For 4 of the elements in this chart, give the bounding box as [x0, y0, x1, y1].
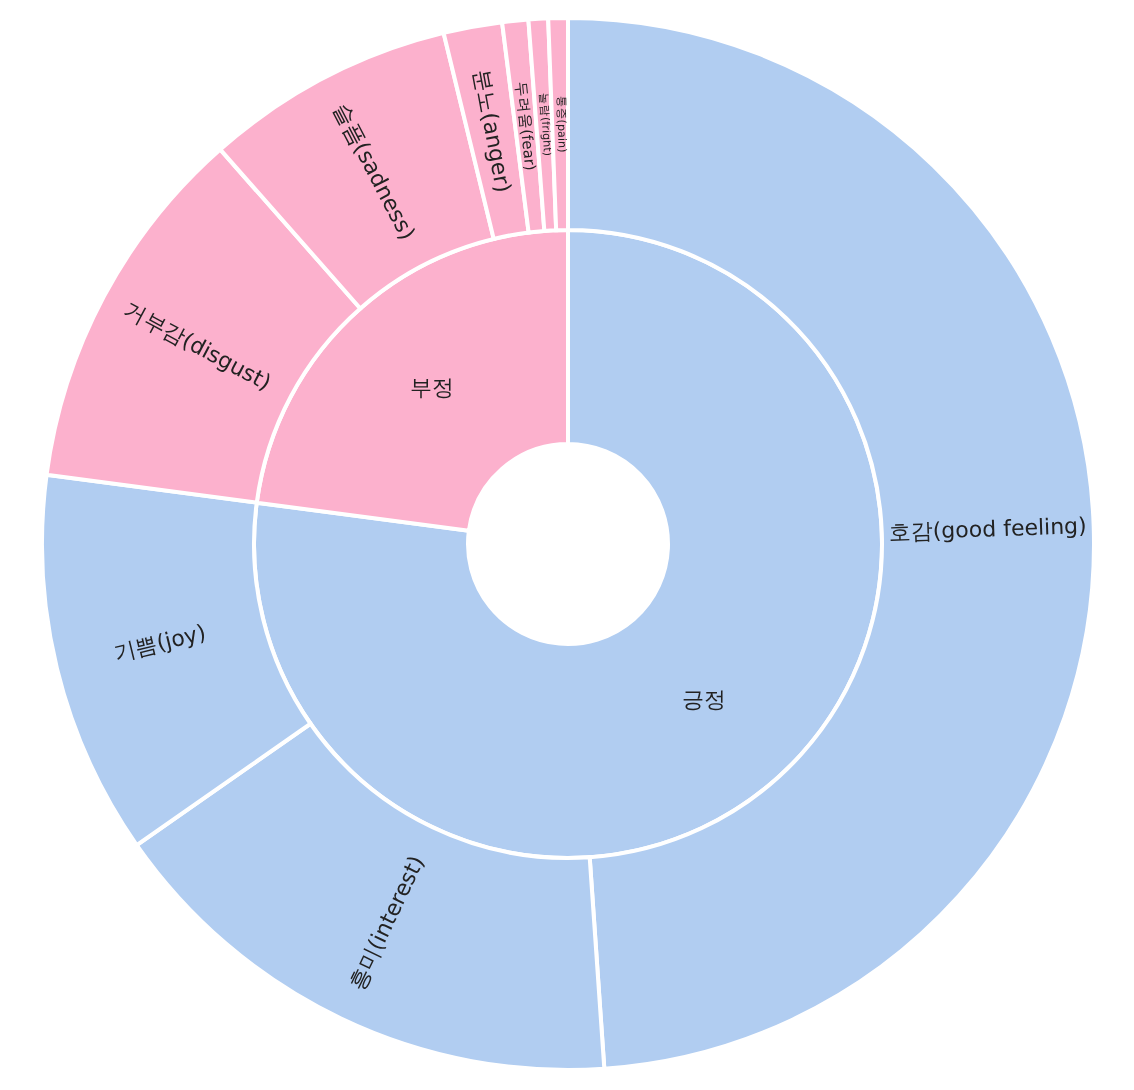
- slice-label: 호감(good feeling): [888, 513, 1088, 546]
- slice-label: 긍정: [682, 686, 727, 713]
- slice-label: 부정: [409, 375, 454, 402]
- slice-label: 기쁨(joy): [111, 619, 209, 668]
